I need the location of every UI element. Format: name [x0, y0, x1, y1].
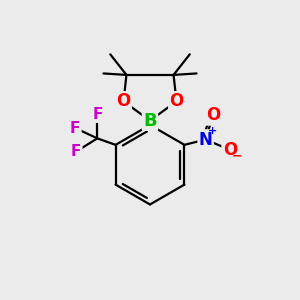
Text: B: B [143, 112, 157, 130]
Text: F: F [92, 107, 103, 122]
Text: O: O [223, 141, 237, 159]
Text: O: O [206, 106, 220, 124]
Text: F: F [71, 144, 81, 159]
Text: O: O [169, 92, 184, 110]
Text: N: N [199, 130, 213, 148]
Text: O: O [116, 92, 130, 110]
Text: +: + [208, 126, 217, 136]
Text: F: F [70, 121, 80, 136]
Text: −: − [232, 149, 242, 162]
